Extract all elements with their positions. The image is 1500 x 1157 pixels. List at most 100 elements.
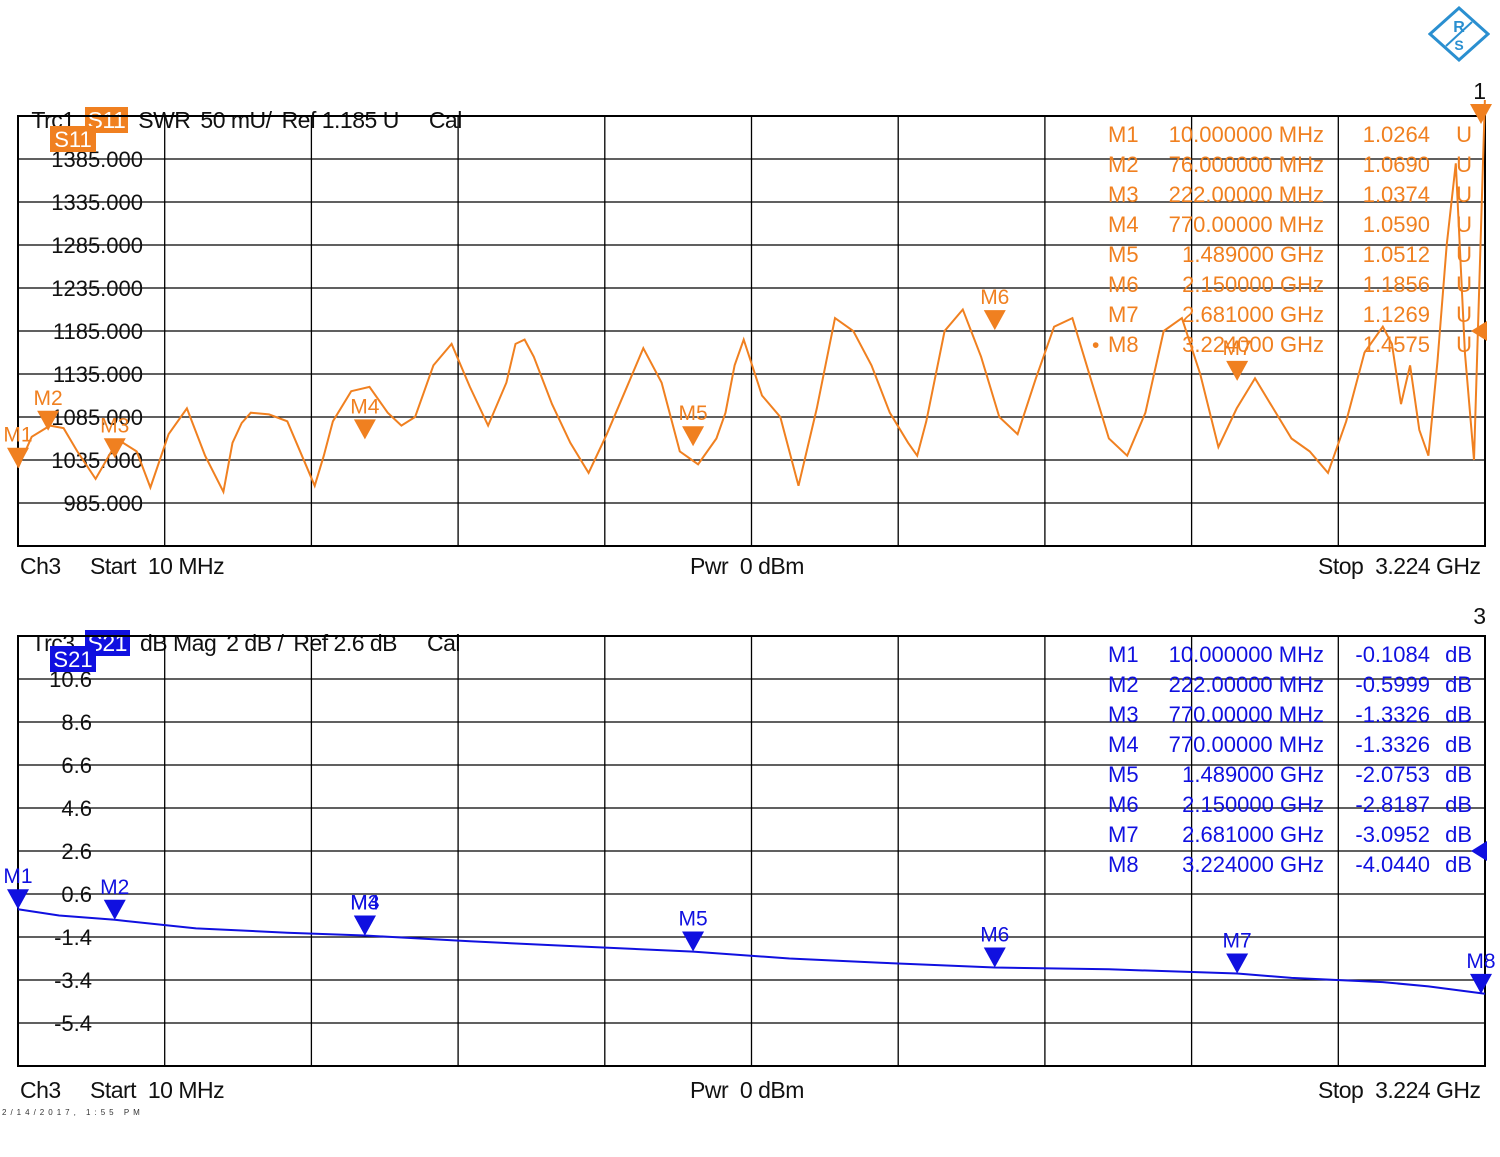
marker-triangle	[353, 419, 376, 440]
marker-readout-unit: dB	[1445, 792, 1472, 817]
footer-power: Pwr 0 dBm	[690, 553, 804, 579]
marker-readout-value: 1.0512	[1363, 242, 1430, 267]
y-tick-label: 1285.000	[51, 233, 143, 258]
marker-triangle	[103, 899, 126, 920]
marker-readout-value: 1.0264	[1363, 122, 1430, 147]
marker-triangle	[7, 889, 29, 910]
trace-number: 1	[1473, 78, 1486, 104]
footer-stop: Stop 3.224 GHz	[1318, 553, 1481, 579]
marker-readout-name: M6	[1108, 272, 1139, 297]
marker-label: M4	[350, 892, 379, 915]
marker-readout-freq: 76.000000 MHz	[1169, 152, 1324, 177]
marker-readout-freq: 222.00000 MHz	[1169, 672, 1324, 697]
marker-readout-unit: dB	[1445, 852, 1472, 877]
marker-readout-name: M2	[1108, 152, 1139, 177]
marker-triangle	[1470, 973, 1492, 994]
marker-readout-name: M6	[1108, 792, 1139, 817]
footer-start: Start 10 MHz	[90, 553, 225, 579]
marker-triangle	[37, 410, 60, 431]
marker-readout-value: -2.0753	[1355, 762, 1430, 787]
marker-readout-value: 1.4575	[1363, 332, 1430, 357]
trace-badge	[50, 646, 96, 672]
marker-readout-unit: dB	[1445, 822, 1472, 847]
marker-readout-value: 1.1269	[1363, 302, 1430, 327]
footer-start: Start 10 MHz	[90, 1077, 225, 1103]
y-tick-label: 985.000	[63, 491, 143, 516]
marker-readout-freq: 10.000000 MHz	[1169, 122, 1324, 147]
trace-badge	[50, 126, 96, 152]
marker-label: M8	[1466, 100, 1495, 103]
marker-triangle	[682, 931, 705, 952]
trace-number: 3	[1473, 603, 1486, 629]
marker-triangle	[1470, 104, 1492, 124]
marker-readout-freq: 2.681000 GHz	[1182, 302, 1324, 327]
ref-label: Ref 2.6 dB	[293, 630, 398, 656]
param-tag-s11[interactable]: S11	[84, 107, 129, 133]
chart-s11-swr: 1385.0001335.0001285.0001235.0001185.000…	[3, 100, 1496, 547]
marker-readout-freq: 10.000000 MHz	[1169, 642, 1324, 667]
marker-readout-unit: dB	[1445, 672, 1472, 697]
marker-readout-value: 1.0690	[1363, 152, 1430, 177]
marker-label: M7	[1223, 337, 1252, 360]
marker-readout-freq: 770.00000 MHz	[1169, 732, 1324, 757]
marker-readout-name: M7	[1108, 822, 1139, 847]
y-tick-label: -5.4	[54, 1011, 92, 1036]
grid	[17, 115, 1486, 547]
format-label: dB Mag	[139, 630, 217, 656]
marker-triangle	[983, 310, 1006, 331]
marker-readout-name: M5	[1108, 762, 1139, 787]
marker-readout-name: M4	[1108, 732, 1139, 757]
marker-readout-freq: 770.00000 MHz	[1169, 212, 1324, 237]
marker-readout-name: M3	[1108, 182, 1139, 207]
marker-readout-value: -1.3326	[1355, 732, 1430, 757]
marker-label: M4	[350, 395, 379, 418]
y-tick-label: 1135.000	[53, 362, 143, 387]
marker-readout-freq: 770.00000 MHz	[1169, 702, 1324, 727]
marker-readout-freq: 3.224000 GHz	[1182, 332, 1324, 357]
marker-readout-name: M7	[1108, 302, 1139, 327]
trace-badge-label: S21	[53, 647, 92, 672]
marker-readout-unit: U	[1456, 272, 1472, 297]
marker-triangle	[353, 915, 376, 936]
rohde-schwarz-logo: R S	[1427, 5, 1491, 67]
marker-label: M2	[34, 387, 63, 410]
marker-readout-unit: dB	[1445, 762, 1472, 787]
footer-channel: Ch3	[20, 1077, 61, 1103]
y-tick-label: -1.4	[54, 925, 92, 950]
marker-readout-name: M8	[1108, 852, 1139, 877]
marker-label: M5	[678, 908, 707, 931]
marker-readout-value: -0.5999	[1355, 672, 1430, 697]
y-tick-label: 0.6	[61, 882, 92, 907]
footer-stop: Stop 3.224 GHz	[1318, 1077, 1481, 1103]
marker-readout-value: -3.0952	[1355, 822, 1430, 847]
cal-label: Cal	[427, 630, 461, 656]
ref-level-arrow	[1471, 321, 1487, 341]
marker-label: M7	[1223, 929, 1252, 952]
y-tick-label: 2.6	[61, 839, 92, 864]
marker-label: M3	[350, 892, 379, 915]
trace-badge-label: S11	[54, 127, 92, 152]
y-tick-label: 1235.000	[51, 276, 143, 301]
marker-readout-unit: U	[1456, 152, 1472, 177]
trace-line	[17, 100, 1486, 495]
marker-readout-freq: 222.00000 MHz	[1169, 182, 1324, 207]
marker-triangle	[103, 438, 126, 459]
marker-readout-name: M4	[1108, 212, 1139, 237]
marker-label: M5	[678, 402, 707, 425]
marker-readout-name: M5	[1108, 242, 1139, 267]
marker-readout-freq: 2.681000 GHz	[1182, 822, 1324, 847]
marker-readout-unit: U	[1456, 332, 1472, 357]
marker-label: M8	[1466, 950, 1495, 973]
marker-triangle	[7, 447, 29, 468]
marker-readout-unit: dB	[1445, 732, 1472, 757]
marker-readout-value: -2.8187	[1355, 792, 1430, 817]
timestamp: 2/14/2017, 1:55 PM	[2, 1108, 144, 1117]
marker-readout-value: 1.0590	[1363, 212, 1430, 237]
trace-line	[17, 908, 1486, 995]
marker-triangle	[1226, 953, 1249, 974]
marker-readout-value: -4.0440	[1355, 852, 1430, 877]
marker-readout-name: M3	[1108, 702, 1139, 727]
marker-readout-unit: U	[1456, 242, 1472, 267]
marker-readout-freq: 2.150000 GHz	[1182, 792, 1324, 817]
